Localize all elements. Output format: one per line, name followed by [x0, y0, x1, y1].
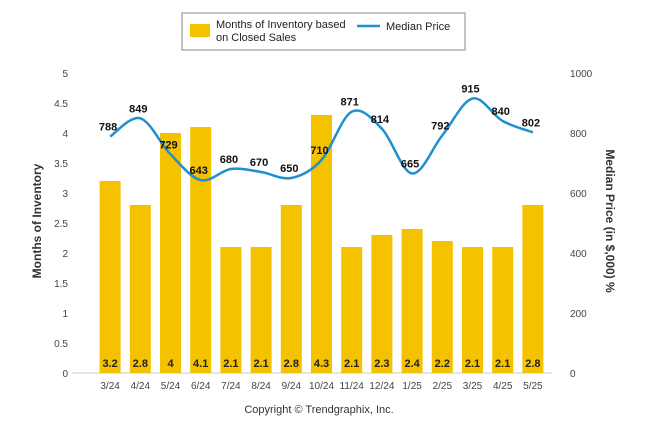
median-price-label: 802 [522, 117, 540, 129]
inventory-bar-label: 2.8 [525, 358, 540, 370]
y-tick-label: 5 [62, 69, 68, 80]
inventory-bar [280, 205, 302, 373]
median-price-label: 665 [401, 159, 419, 171]
x-tick-label: 1/25 [402, 381, 422, 392]
y-tick-label: 0 [62, 369, 68, 380]
inventory-bar-label: 4 [167, 358, 174, 370]
y2-tick-label: 800 [570, 129, 587, 140]
y-tick-label: 4 [62, 129, 68, 140]
y2-tick-label: 200 [570, 309, 587, 320]
legend-line-label: Median Price [386, 21, 450, 33]
median-price-label: 680 [220, 154, 238, 166]
copyright-text: Copyright © Trendgraphix, Inc. [244, 404, 393, 416]
x-tick-label: 5/24 [161, 381, 181, 392]
x-tick-label: 3/24 [100, 381, 120, 392]
y2-axis-title: Median Price (in $,000) % [603, 149, 617, 293]
inventory-bar [462, 247, 483, 373]
median-price-label: 643 [190, 165, 208, 177]
inventory-bar [311, 115, 332, 373]
y-tick-label: 4.5 [54, 99, 68, 110]
inventory-bar-label: 2.8 [284, 358, 299, 370]
median-price-label: 840 [492, 106, 510, 118]
inventory-bar-label: 2.4 [404, 358, 420, 370]
x-tick-label: 4/25 [493, 381, 513, 392]
x-tick-label: 9/24 [282, 381, 302, 392]
y2-tick-label: 400 [570, 249, 587, 260]
x-tick-label: 3/25 [463, 381, 483, 392]
median-price-label: 650 [280, 163, 298, 175]
x-tick-label: 7/24 [221, 381, 241, 392]
x-tick-label: 11/24 [340, 381, 365, 392]
inventory-bar [341, 247, 363, 373]
median-price-label: 670 [250, 157, 268, 169]
y2-tick-label: 0 [570, 369, 576, 380]
inventory-bar [250, 247, 272, 373]
legend: Months of Inventory based on Closed Sale… [181, 12, 466, 51]
y2-tick-label: 1000 [570, 69, 593, 80]
median-price-label: 788 [99, 122, 117, 134]
left-axis-ticks: 0 0.5 1 1.5 2 2.5 3 3.5 4 4.5 5 [54, 69, 68, 380]
median-price-label: 915 [461, 84, 479, 96]
inventory-bar-label: 2.3 [374, 358, 389, 370]
x-tick-label: 5/25 [523, 381, 543, 392]
inventory-bar [401, 229, 423, 373]
y2-tick-label: 600 [570, 189, 587, 200]
y-tick-label: 3.5 [54, 159, 68, 170]
inventory-bar [431, 241, 453, 373]
legend-bar-swatch [190, 24, 210, 37]
median-price-label: 871 [341, 97, 359, 109]
inventory-bar-label: 3.2 [102, 358, 117, 370]
median-price-label: 849 [129, 103, 147, 115]
x-tick-label: 12/24 [369, 381, 394, 392]
legend-bar-label-line2: on Closed Sales [216, 32, 297, 44]
median-price-line [109, 97, 534, 182]
inventory-bar-label: 2.2 [435, 358, 450, 370]
median-price-label: 710 [310, 145, 328, 157]
bars [99, 115, 544, 373]
y-tick-label: 2.5 [54, 219, 68, 230]
x-tick-label: 10/24 [309, 381, 334, 392]
inventory-bar [220, 247, 242, 373]
price-labels: 788 849 729 643 680 670 650 710 871 814 665 792 915 8… [99, 84, 540, 178]
inventory-bar-label: 4.1 [193, 358, 208, 370]
inventory-bar [492, 247, 514, 373]
y-axis-title: Months of Inventory [30, 163, 44, 278]
inventory-bar [99, 181, 121, 373]
x-tick-label: 4/24 [131, 381, 151, 392]
x-tick-label: 8/24 [251, 381, 271, 392]
x-tick-label: 6/24 [191, 381, 211, 392]
legend-box [181, 12, 466, 51]
legend-bar-label-line1: Months of Inventory based [216, 19, 346, 31]
y-tick-label: 3 [62, 189, 68, 200]
inventory-bar [190, 127, 212, 373]
inventory-bar-label: 2.1 [223, 358, 238, 370]
median-price-label: 792 [431, 120, 449, 132]
y-tick-label: 2 [62, 249, 68, 260]
inventory-bar-label: 2.1 [495, 358, 510, 370]
inventory-bar-label: 2.1 [344, 358, 359, 370]
y-tick-label: 1.5 [54, 279, 68, 290]
inventory-bar-label: 4.3 [314, 358, 329, 370]
right-axis-ticks: 0 200 400 600 800 1000 [570, 69, 593, 380]
inventory-bar [522, 205, 544, 373]
inventory-bar [160, 133, 181, 373]
inventory-bar [371, 235, 393, 373]
y-tick-label: 1 [62, 309, 68, 320]
inventory-bar-label: 2.1 [253, 358, 268, 370]
inventory-bar-label: 2.1 [465, 358, 480, 370]
y-tick-label: 0.5 [54, 339, 68, 350]
inventory-bar-label: 2.8 [133, 358, 148, 370]
x-tick-label: 2/25 [433, 381, 453, 392]
median-price-label: 814 [371, 114, 390, 126]
inventory-bar [129, 205, 151, 373]
bar-labels: 3.2 2.8 4 4.1 2.1 2.1 2.8 4.3 2.1 2.3 2.4 2.2 2.1 2.1… [102, 358, 540, 370]
x-axis-ticks: 3/24 4/24 5/24 6/24 7/24 8/24 9/24 10/24 11/24 12… [100, 381, 543, 392]
median-price-label: 729 [159, 139, 177, 151]
